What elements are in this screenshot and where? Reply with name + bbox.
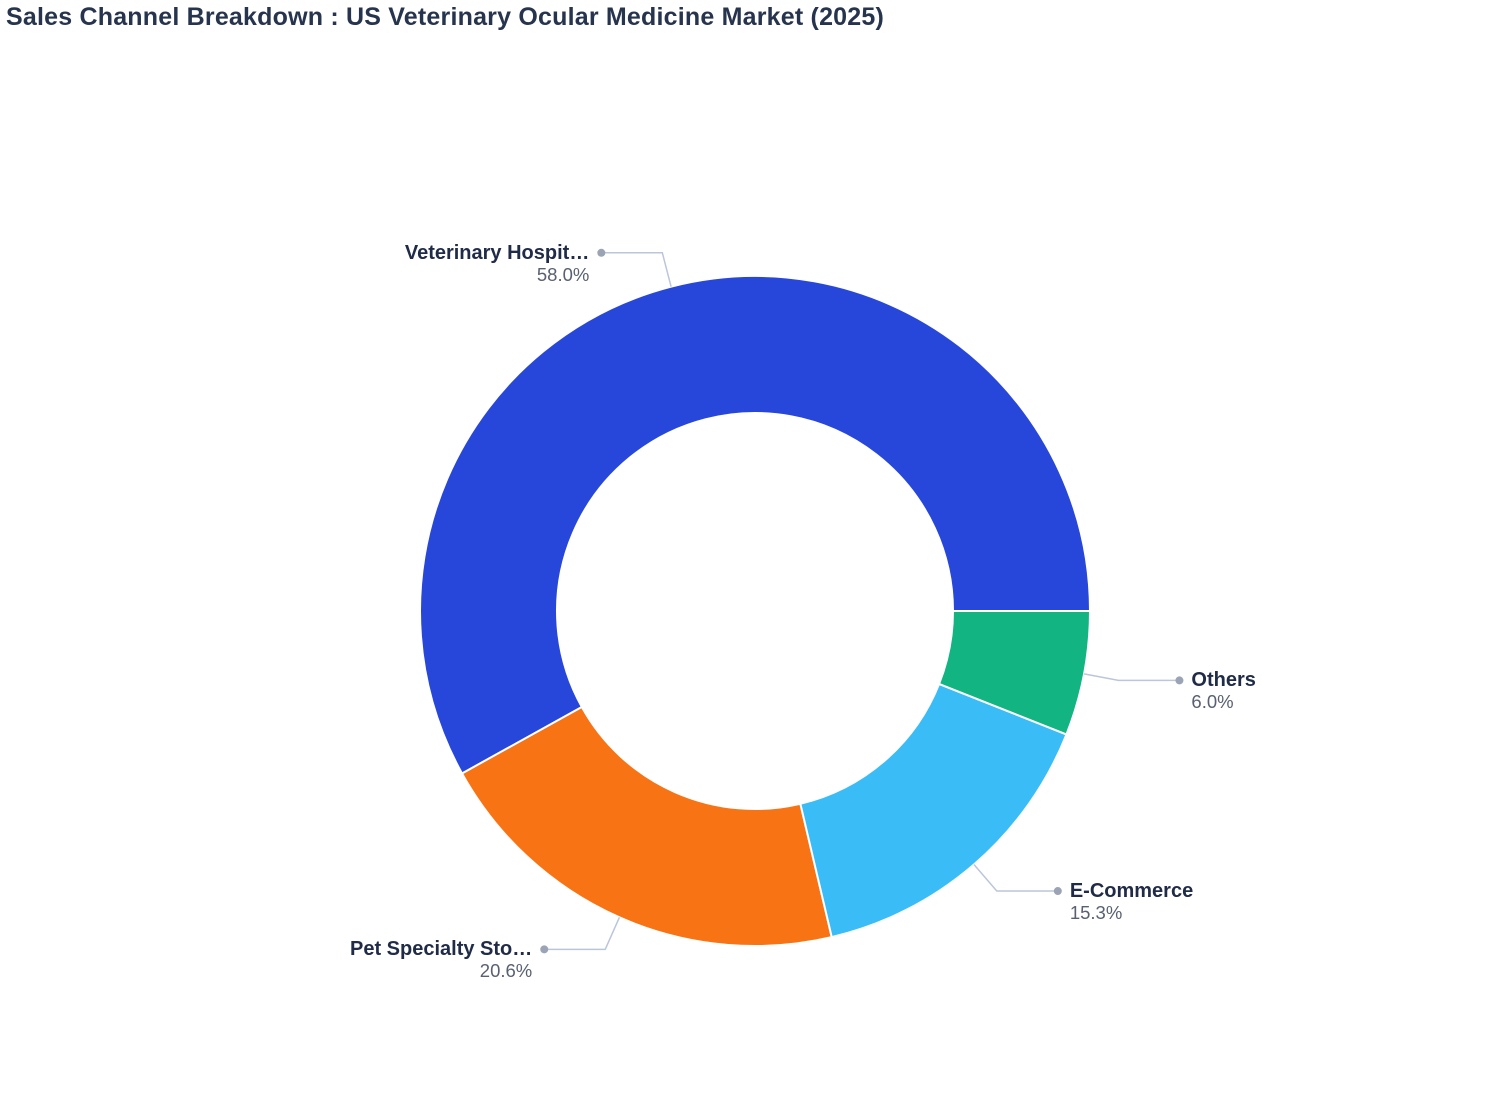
chart-title: Sales Channel Breakdown : US Veterinary …: [6, 3, 885, 31]
leader-dot-3: [1175, 676, 1184, 685]
leader-line-3: [1083, 673, 1180, 682]
slice-percent: 15.3%: [1069, 902, 1123, 924]
leader-dot-0: [597, 248, 606, 257]
leader-line-0: [601, 252, 672, 287]
slice-name: Others: [1191, 669, 1256, 692]
leader-line-2: [973, 864, 1058, 892]
slice-name: Pet Specialty Sto…: [349, 938, 533, 961]
slice-label-e-commerce: E-Commerce 15.3%: [1070, 879, 1193, 923]
slice-percent: 58.0%: [536, 263, 590, 285]
slice-label-others: Others 6.0%: [1191, 668, 1255, 712]
slice-percent: 20.6%: [479, 960, 533, 982]
pie-slice-3[interactable]: [938, 610, 1091, 736]
pie-slice-0[interactable]: [419, 275, 1091, 775]
pie-slice-2[interactable]: [799, 682, 1068, 939]
leader-dot-2: [1053, 887, 1062, 896]
slice-label-veterinary-hospitals: Veterinary Hospit… 58.0%: [405, 241, 590, 285]
leader-dot-1: [540, 945, 549, 954]
slice-percent: 6.0%: [1191, 691, 1234, 713]
slice-name: Veterinary Hospit…: [404, 241, 590, 264]
leader-line-1: [544, 917, 621, 951]
slice-label-pet-specialty-stores: Pet Specialty Sto… 20.6%: [350, 937, 532, 981]
slice-name: E-Commerce: [1069, 880, 1194, 903]
pie-slice-1[interactable]: [461, 706, 833, 947]
